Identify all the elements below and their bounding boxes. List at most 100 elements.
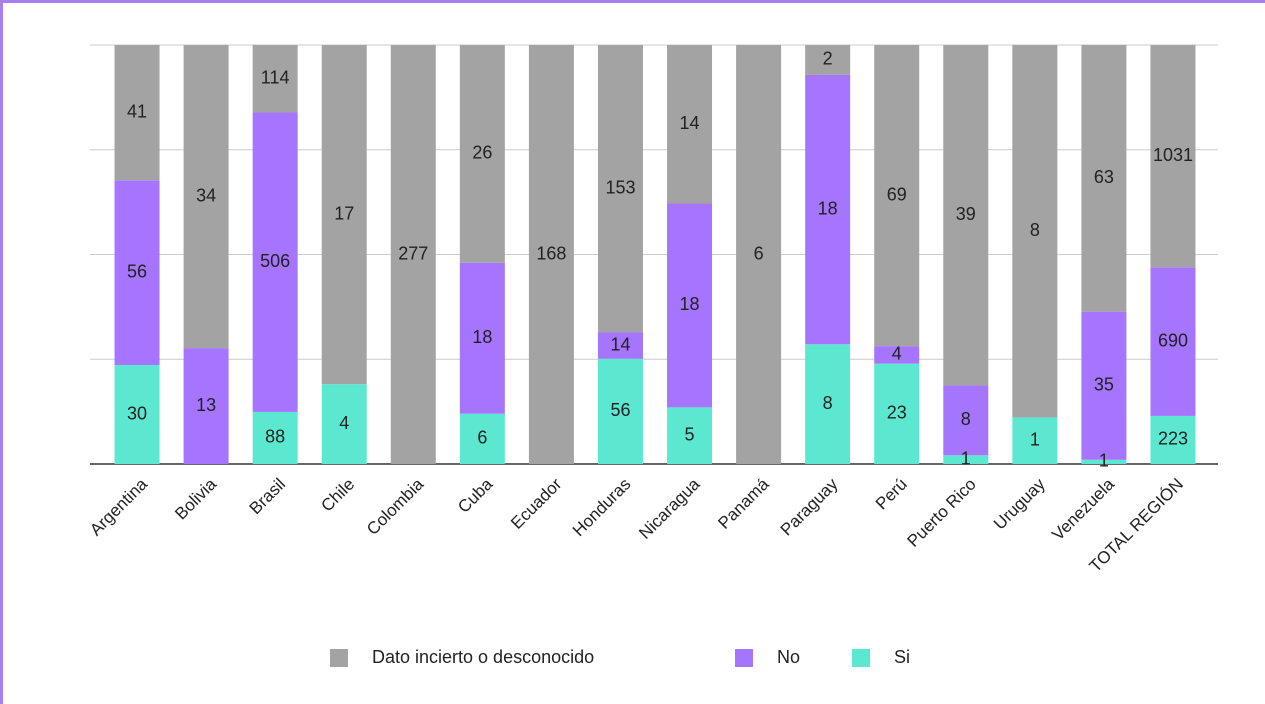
value-label: 14: [680, 113, 700, 133]
legend-label: Si: [894, 647, 910, 667]
bar-segment: [597, 45, 643, 333]
x-tick-label: Puerto Rico: [904, 475, 980, 551]
x-tick-label: Ecuador: [507, 474, 565, 532]
bar-segment: [459, 413, 505, 464]
legend-swatch: [330, 649, 348, 667]
bar-segment: [667, 407, 713, 464]
bar-segment: [943, 385, 989, 456]
x-tick-label: Bolivia: [171, 474, 220, 523]
bar-segment: [321, 384, 367, 464]
value-label: 4: [892, 344, 902, 364]
x-tick-label: Colombia: [363, 474, 428, 539]
value-label: 6: [754, 243, 764, 263]
bar-segment: [805, 74, 851, 345]
bar-segment: [1081, 311, 1127, 460]
bar-segment: [874, 363, 920, 464]
bar-segment: [1081, 459, 1127, 464]
x-tick-label: Venezuela: [1048, 474, 1118, 544]
value-label: 88: [265, 427, 285, 447]
bar-segment: [597, 332, 643, 359]
legend-label: No: [777, 647, 800, 667]
bar-segment: [943, 455, 989, 464]
x-tick-label: Cuba: [454, 474, 497, 517]
bar-segment: [528, 45, 574, 464]
bar-segment: [114, 365, 160, 464]
x-tick-label: Nicaragua: [635, 474, 704, 543]
value-label: 34: [196, 185, 216, 205]
value-label: 18: [472, 327, 492, 347]
bar-segment: [597, 358, 643, 464]
bar-segment: [183, 348, 229, 464]
value-label: 8: [1030, 220, 1040, 240]
bar-segment: [1012, 417, 1058, 464]
bar-segment: [667, 203, 713, 408]
value-label: 18: [680, 294, 700, 314]
x-tick-label: Argentina: [86, 474, 151, 539]
x-tick-label: Brasil: [246, 475, 289, 518]
value-label: 30: [127, 403, 147, 423]
bar-segment: [252, 411, 298, 464]
bar-segment: [114, 180, 160, 366]
bar-segment: [1150, 267, 1196, 416]
value-label: 13: [196, 395, 216, 415]
bar-segment: [1012, 45, 1058, 418]
value-label: 506: [260, 251, 290, 271]
value-label: 1: [1030, 429, 1040, 449]
bar-segment: [321, 45, 367, 385]
bar-segment: [874, 346, 920, 364]
legend-label: Dato incierto o desconocido: [372, 647, 594, 667]
bar-segment: [114, 45, 160, 181]
value-label: 26: [472, 143, 492, 163]
value-label: 14: [610, 334, 630, 354]
x-tick-label: Chile: [317, 475, 358, 516]
value-label: 18: [818, 198, 838, 218]
value-label: 114: [261, 67, 290, 87]
bar-segment: [183, 45, 229, 349]
x-tick-label: Perú: [872, 475, 911, 514]
value-label: 63: [1094, 167, 1114, 187]
value-label: 690: [1158, 330, 1188, 350]
legend-swatch: [852, 649, 870, 667]
bar-segment: [736, 45, 782, 464]
value-label: 69: [887, 184, 907, 204]
value-label: 153: [605, 177, 635, 197]
value-label: 8: [961, 409, 971, 429]
value-label: 4: [339, 413, 349, 433]
value-label: 5: [685, 424, 695, 444]
bar-segment: [805, 344, 851, 464]
x-tick-label: Honduras: [569, 475, 635, 541]
bar-segment: [390, 45, 436, 464]
bar-segment: [252, 45, 298, 113]
legend-swatch: [735, 649, 753, 667]
value-label: 1: [961, 448, 971, 468]
bar-segment: [1150, 415, 1196, 464]
bar-segment: [1150, 45, 1196, 268]
x-tick-label: Uruguay: [990, 474, 1049, 533]
bar-segment: [252, 112, 298, 412]
bar-segment: [805, 45, 851, 75]
x-tick-label: Panamá: [714, 474, 773, 533]
value-label: 56: [610, 400, 630, 420]
bar-segment: [874, 45, 920, 347]
value-label: 23: [887, 403, 907, 423]
value-label: 39: [956, 204, 976, 224]
x-tick-label: Paraguay: [777, 474, 842, 539]
value-label: 35: [1094, 374, 1114, 394]
value-label: 168: [536, 243, 566, 263]
value-label: 223: [1158, 429, 1188, 449]
value-label: 8: [823, 393, 833, 413]
value-label: 1031: [1153, 145, 1193, 165]
value-label: 2: [823, 49, 833, 69]
value-label: 6: [477, 428, 487, 448]
value-label: 17: [334, 203, 354, 223]
value-label: 1: [1099, 451, 1109, 471]
bar-segment: [1081, 45, 1127, 312]
bar-segment: [459, 262, 505, 414]
bar-segment: [943, 45, 989, 386]
bar-segment: [459, 45, 505, 263]
value-label: 41: [127, 101, 147, 121]
value-label: 56: [127, 261, 147, 281]
value-label: 277: [398, 243, 428, 263]
